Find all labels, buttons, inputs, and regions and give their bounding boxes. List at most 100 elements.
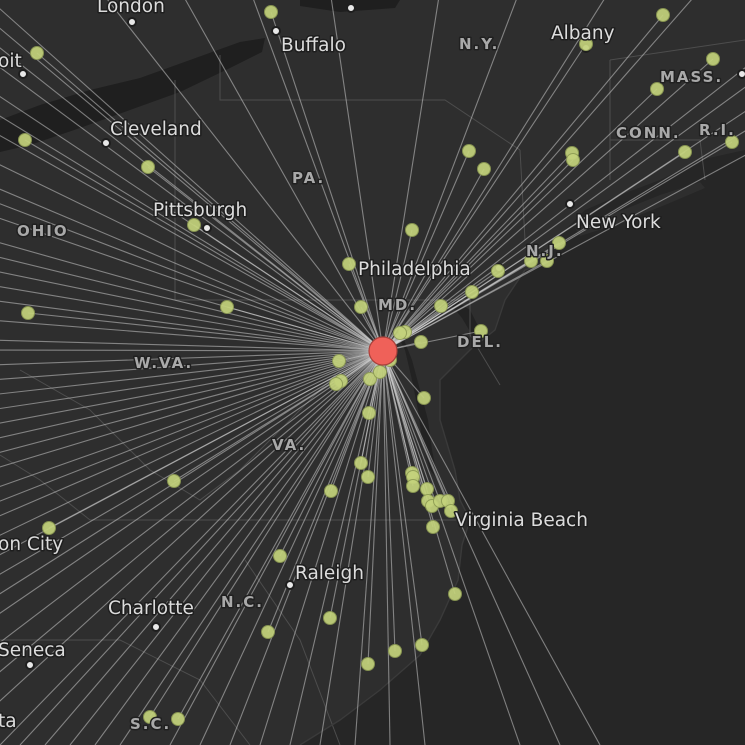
endpoint-marker[interactable] [143, 710, 157, 724]
endpoint-marker[interactable] [415, 638, 429, 652]
city-dot-seneca [25, 660, 35, 670]
route-line [382, 229, 413, 352]
state-label-ri: R.I. [699, 121, 736, 139]
route-line [253, 0, 384, 352]
endpoint-marker[interactable] [725, 135, 739, 149]
endpoint-marker[interactable] [388, 644, 402, 658]
city-labels: London Buffalo Albany oit Cleveland Pitt… [0, 0, 663, 734]
route-line [0, 242, 384, 352]
endpoint-marker[interactable] [373, 365, 387, 379]
endpoint-marker[interactable] [706, 52, 720, 66]
endpoint-marker[interactable] [332, 354, 346, 368]
route-line [382, 168, 485, 352]
endpoint-marker[interactable] [42, 521, 56, 535]
endpoint-marker[interactable] [524, 254, 538, 268]
endpoint-marker[interactable] [540, 254, 554, 268]
route-line [382, 0, 517, 352]
state-label-mass: MASS. [660, 68, 723, 86]
state-label-conn: CONN. [616, 124, 681, 142]
endpoint-marker[interactable] [678, 145, 692, 159]
route-line [0, 350, 384, 517]
route-line [270, 11, 384, 352]
city-dot-cleveland [101, 138, 111, 148]
route-line [36, 52, 384, 352]
endpoint-marker[interactable] [420, 482, 434, 496]
endpoint-marker[interactable] [444, 504, 458, 518]
endpoint-marker[interactable] [261, 625, 275, 639]
endpoint-marker[interactable] [171, 712, 185, 726]
endpoint-marker[interactable] [264, 5, 278, 19]
endpoint-marker[interactable] [141, 160, 155, 174]
endpoint-marker[interactable] [324, 484, 338, 498]
endpoint-marker[interactable] [342, 257, 356, 271]
endpoint-marker[interactable] [354, 456, 368, 470]
endpoint-marker[interactable] [552, 236, 566, 250]
route-line [0, 350, 384, 488]
endpoint-marker[interactable] [273, 549, 287, 563]
route-line [382, 43, 587, 352]
route-line [0, 115, 384, 352]
endpoint-marker[interactable] [579, 37, 593, 51]
endpoint-marker[interactable] [167, 474, 181, 488]
endpoint-marker[interactable] [650, 82, 664, 96]
route-line [382, 130, 745, 352]
city-dot-raleigh [285, 580, 295, 590]
state-label-va: VA. [272, 436, 306, 454]
state-labels: N.Y. MASS. CONN. R.I. PA. OHIO N.J. MD. … [16, 34, 736, 735]
endpoint-marker[interactable] [414, 335, 428, 349]
endpoint-marker[interactable] [21, 306, 35, 320]
endpoint-marker[interactable] [417, 391, 431, 405]
route-line [0, 320, 384, 352]
route-line [149, 350, 384, 718]
endpoint-marker[interactable] [187, 218, 201, 232]
route-line [0, 95, 384, 352]
endpoint-marker[interactable] [434, 299, 448, 313]
endpoint-marker[interactable] [362, 406, 376, 420]
endpoint-marker[interactable] [329, 377, 343, 391]
endpoint-marker[interactable] [220, 300, 234, 314]
long-island [575, 182, 705, 236]
endpoint-marker[interactable] [656, 8, 670, 22]
endpoint-marker[interactable] [393, 326, 407, 340]
route-line [0, 350, 384, 745]
route-line [199, 350, 384, 745]
endpoint-marker[interactable] [405, 223, 419, 237]
route-line [0, 350, 384, 702]
endpoint-marker[interactable] [406, 479, 420, 493]
route-line [0, 350, 384, 644]
endpoint-marker[interactable] [448, 587, 462, 601]
endpoint-marker[interactable] [323, 611, 337, 625]
endpoint-marker[interactable] [30, 46, 44, 60]
endpoint-marker[interactable] [566, 153, 580, 167]
endpoint-marker[interactable] [491, 264, 505, 278]
endpoint-marker[interactable] [465, 285, 479, 299]
endpoint-marker[interactable] [361, 657, 375, 671]
endpoint-marker[interactable] [354, 300, 368, 314]
route-line [382, 350, 414, 487]
route-line [382, 350, 561, 745]
hub-marker-washington[interactable] [368, 336, 398, 366]
state-label-nc: N.C. [221, 593, 264, 611]
endpoint-marker[interactable] [474, 324, 488, 338]
state-label-del: DEL. [457, 333, 503, 351]
route-line [119, 350, 384, 745]
endpoint-marker[interactable] [18, 133, 32, 147]
city-label-albany: Albany [551, 23, 615, 44]
endpoint-marker[interactable] [462, 144, 476, 158]
route-line [94, 350, 384, 745]
endpoint-marker[interactable] [363, 372, 377, 386]
route-line [279, 350, 384, 557]
city-label-philadelphia: Philadelphia [358, 259, 471, 280]
endpoint-marker[interactable] [477, 162, 491, 176]
city-dot-buffalo [271, 26, 281, 36]
endpoint-marker[interactable] [426, 520, 440, 534]
route-line [382, 350, 426, 745]
city-label-raleigh: Raleigh [295, 563, 364, 584]
endpoint-marker[interactable] [361, 470, 375, 484]
route-line [382, 350, 456, 595]
endpoint-markers[interactable] [18, 5, 739, 726]
city-dot-charlotte [151, 622, 161, 632]
route-line [0, 350, 384, 614]
